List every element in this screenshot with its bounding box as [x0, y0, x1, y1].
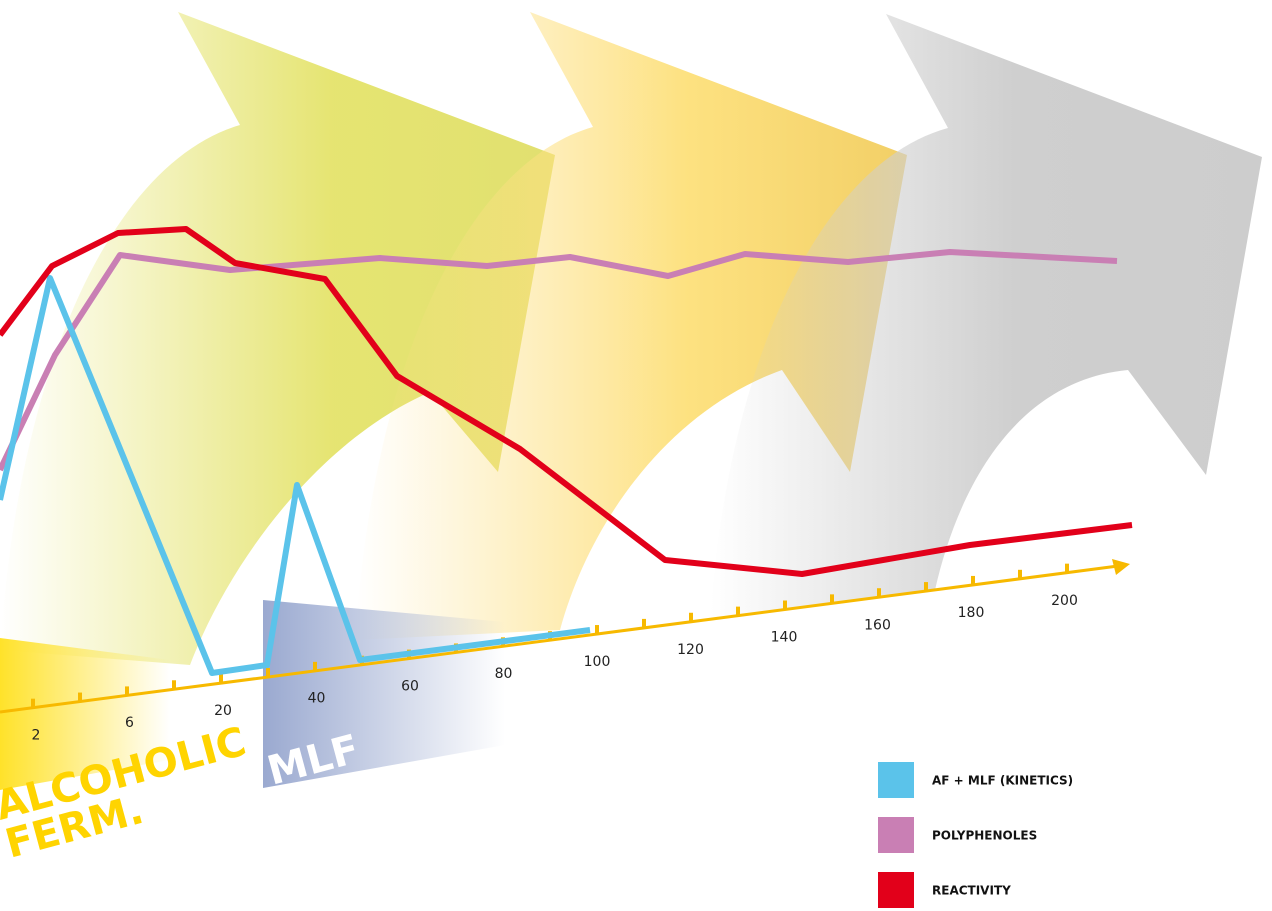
tick-label: 40: [308, 691, 326, 707]
tick-label: 80: [495, 666, 513, 682]
tick-label: 6: [125, 715, 134, 731]
tick-label: 2: [32, 727, 41, 743]
polyphenoles-line: [0, 249, 1118, 472]
tick-label: 200: [1051, 593, 1078, 609]
reactivity-line: [0, 226, 1133, 577]
axis-line: [0, 564, 1119, 714]
legend-label: AF + MLF (KINETICS): [932, 774, 1073, 788]
kinetics-line: [0, 275, 591, 676]
af-block: [0, 638, 170, 790]
legend-label: REACTIVITY: [932, 884, 1011, 898]
lines: [0, 226, 1133, 676]
tick-label: 20: [214, 703, 232, 719]
axis: 2 6 20 40 60 80 100 120 140 160 180 200: [0, 559, 1130, 743]
legend-label: POLYPHENOLES: [932, 829, 1037, 843]
legend-swatch: [878, 762, 914, 798]
legend-swatch: [878, 817, 914, 853]
tick-labels: 2 6 20 40 60 80 100 120 140 160 180 200: [32, 593, 1078, 743]
tick-label: 180: [958, 605, 985, 621]
tick-label: 160: [864, 617, 891, 633]
arrow-shape: [355, 12, 907, 640]
tick-label: 100: [584, 654, 611, 670]
tick-label: 60: [401, 678, 419, 694]
axis-arrowhead: [1112, 559, 1130, 575]
tick-label: 120: [677, 642, 704, 658]
legend-swatch: [878, 872, 914, 908]
arrow-shape: [710, 14, 1262, 620]
tick-label: 140: [771, 630, 798, 646]
process-arrows: [0, 12, 1262, 790]
legend: AF + MLF (KINETICS) POLYPHENOLES REACTIV…: [878, 762, 1073, 908]
